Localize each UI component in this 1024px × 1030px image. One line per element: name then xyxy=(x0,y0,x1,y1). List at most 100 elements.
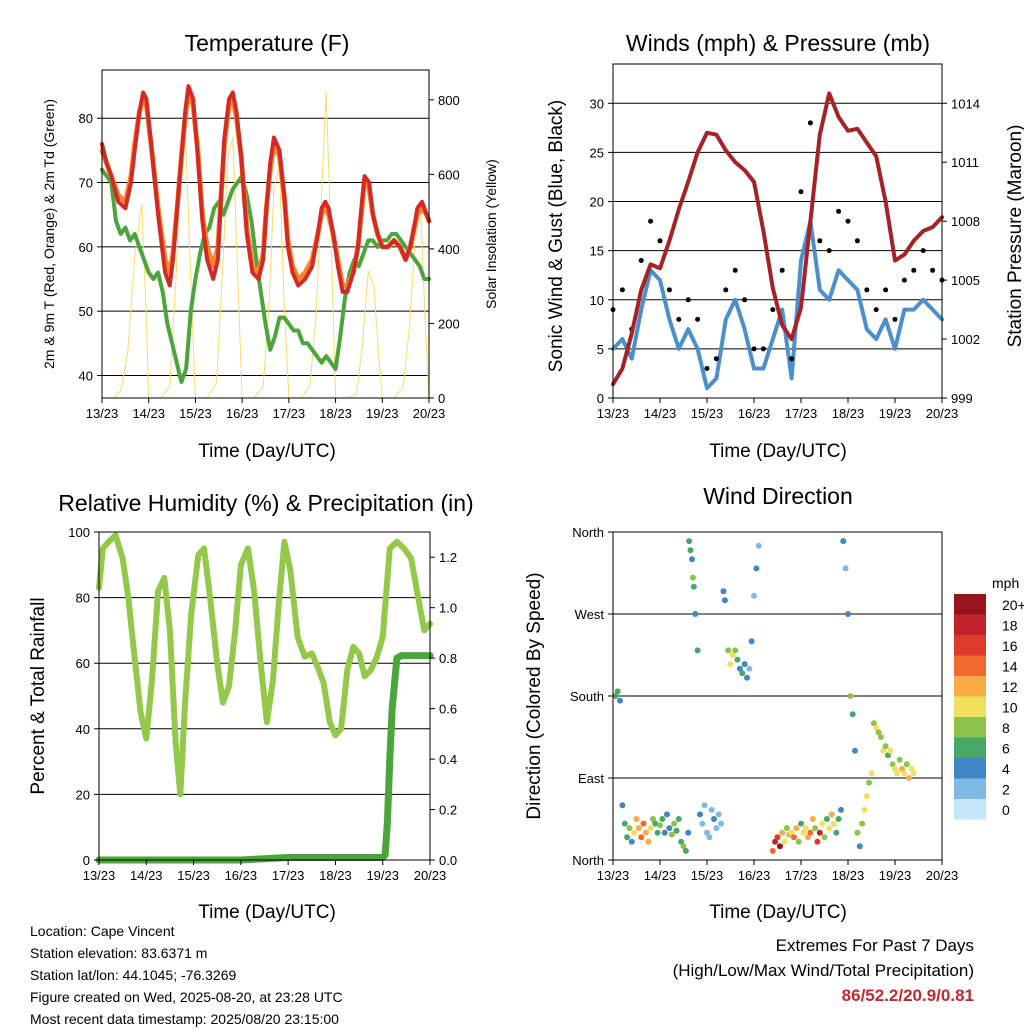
y-tick-label: 60 xyxy=(79,240,93,255)
gust-point xyxy=(930,267,936,273)
gust-point xyxy=(817,238,823,244)
dewpoint-line xyxy=(100,167,431,384)
gust-point xyxy=(732,267,738,273)
direction-point xyxy=(798,820,804,827)
direction-point xyxy=(718,820,725,827)
humidity-title: Relative Humidity (%) & Precipitation (i… xyxy=(58,490,473,516)
direction-point xyxy=(678,838,685,845)
y-tick-label: 5 xyxy=(597,342,604,357)
direction-point xyxy=(638,834,645,841)
x-tick-label: 18/23 xyxy=(319,868,352,883)
station-latlon: Station lat/lon: 44.1045; -76.3269 xyxy=(30,967,237,983)
direction-point xyxy=(619,802,626,809)
direction-point xyxy=(689,556,695,563)
y-tick-label: 10 xyxy=(590,293,604,308)
direction-point xyxy=(675,816,682,822)
direction-point xyxy=(774,834,781,841)
y-tick-label: 25 xyxy=(590,145,604,160)
direction-point xyxy=(631,829,638,836)
direction-point xyxy=(673,827,680,834)
gust-point xyxy=(911,267,917,273)
legend-label: 4 xyxy=(1002,761,1010,777)
legend-label: 2 xyxy=(1002,782,1010,798)
y-right-tick-label: 0.8 xyxy=(439,651,457,666)
direction-point xyxy=(715,811,722,818)
direction-point xyxy=(866,779,873,786)
direction-point xyxy=(748,638,755,645)
x-tick-label: 19/23 xyxy=(366,868,399,883)
gust-point xyxy=(798,189,804,195)
x-tick-label: 14/23 xyxy=(644,868,677,883)
direction-point xyxy=(875,729,882,736)
gust-point xyxy=(695,316,701,322)
direction-point xyxy=(826,825,833,832)
x-tick-label: 17/23 xyxy=(785,868,818,883)
y-right-tick-label: 1008 xyxy=(951,214,980,229)
y-tick-label: South xyxy=(570,689,604,704)
wind-direction-panel: Wind Direction NorthEastSouthWestNorth13… xyxy=(524,483,1024,923)
sonic-wind-line xyxy=(611,219,944,391)
direction-point xyxy=(894,770,901,777)
direction-point xyxy=(635,825,642,832)
legend-label: 0 xyxy=(1002,802,1010,818)
y-right-tick-label: 0.4 xyxy=(439,752,457,767)
figure-created: Figure created on Wed, 2025-08-20, at 23… xyxy=(30,989,343,1005)
y-tick-label: 15 xyxy=(590,244,604,259)
direction-point xyxy=(901,770,908,777)
direction-point xyxy=(854,829,861,836)
gust-point xyxy=(883,287,889,293)
direction-point xyxy=(863,793,870,800)
humidity-plot-frame xyxy=(98,531,431,861)
x-tick-label: 20/23 xyxy=(414,868,447,883)
gust-point xyxy=(685,297,691,303)
gust-point xyxy=(836,208,842,214)
extremes-heading: Extremes For Past 7 Days xyxy=(775,936,974,955)
direction-point xyxy=(842,565,849,572)
y-tick-label: 80 xyxy=(79,111,93,126)
legend-swatch xyxy=(954,594,986,615)
legend-swatch xyxy=(954,778,986,799)
extremes-values: 86/52.2/20.9/0.81 xyxy=(841,986,974,1005)
x-tick-label: 19/23 xyxy=(879,868,912,883)
gust-point xyxy=(676,316,682,322)
y-right-tick-label: 0 xyxy=(438,391,445,406)
direction-point xyxy=(699,820,706,827)
x-tick-label: 17/23 xyxy=(272,868,305,883)
x-tick-label: 16/23 xyxy=(738,406,771,421)
y-tick-label: 70 xyxy=(79,176,93,191)
humidity-x-label: Time (Day/UTC) xyxy=(198,902,336,923)
x-tick-label: 17/23 xyxy=(273,406,306,421)
direction-point xyxy=(849,711,856,718)
gust-point xyxy=(648,218,654,224)
legend-swatch xyxy=(954,635,986,656)
y-tick-label: 20 xyxy=(76,787,90,802)
direction-point xyxy=(788,829,795,836)
y-right-tick-label: 1002 xyxy=(951,332,980,347)
direction-point xyxy=(906,775,913,781)
direction-point xyxy=(793,825,800,832)
gust-point xyxy=(826,248,832,254)
direction-point xyxy=(772,838,779,845)
temperature-2m-line xyxy=(100,84,431,294)
x-tick-label: 17/23 xyxy=(785,406,818,421)
direction-point xyxy=(753,565,760,572)
direction-point xyxy=(686,538,693,545)
x-tick-label: 16/23 xyxy=(738,868,771,883)
gust-point xyxy=(770,307,776,313)
legend-label: 18 xyxy=(1002,618,1018,634)
station-info: Location: Cape Vincent Station elevation… xyxy=(30,920,343,1030)
legend-swatch xyxy=(954,655,986,676)
y-tick-label: 100 xyxy=(68,525,90,540)
direction-point xyxy=(852,747,858,754)
x-tick-label: 20/23 xyxy=(413,406,446,421)
direction-point xyxy=(687,547,694,554)
direction-point xyxy=(783,825,790,832)
direction-point xyxy=(823,816,830,822)
humidity-panel: Relative Humidity (%) & Precipitation (i… xyxy=(28,490,474,923)
direction-point xyxy=(694,647,701,654)
direction-point xyxy=(859,820,866,827)
legend-swatch xyxy=(954,717,986,738)
gust-point xyxy=(920,248,926,254)
direction-point xyxy=(776,843,783,850)
